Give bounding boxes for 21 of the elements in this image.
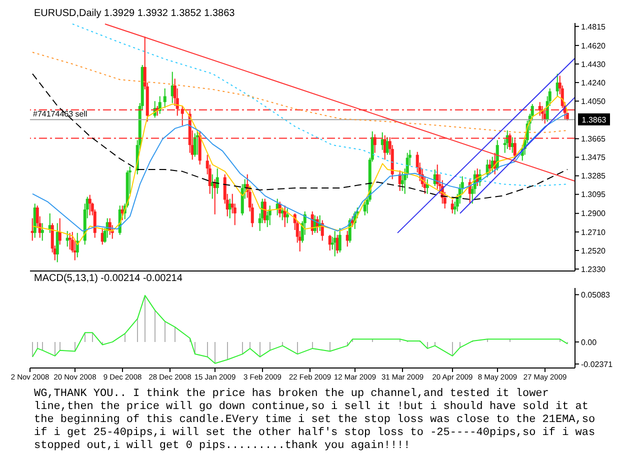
- y-tick-label: 1.4815: [581, 22, 606, 32]
- y-tick-label: 1.4240: [581, 78, 606, 88]
- y-tick-label: 1.4050: [581, 96, 606, 106]
- y-tick-label: 1.2710: [581, 228, 606, 237]
- y-tick-label: 1.3475: [581, 153, 606, 162]
- y-tick-label: 1.3095: [581, 190, 606, 200]
- y-tick-label: 1.4620: [581, 41, 606, 50]
- text: WG,THANK YOU.. I think the price has broken the up channel,and tested it lower line,then the price will go down continue,so i sell it !but i should have sold it at the beginning of this candle.EVery time i set the stop loss was close to the 21EMA,so if i get 25-40pips,i will set the other half's stop loss to -25----40pips,so if i was stopped out,i will get 0 pips.........thank you again!!!!: [33, 387, 596, 453]
- y-tick-label: 1.2330: [581, 264, 606, 274]
- chart-title: EURUSD,Daily 1.3929 1.3932 1.3852 1.3863: [33, 8, 236, 21]
- y-tick-label: 1.3665: [581, 134, 606, 144]
- y-tick-label: 1.2520: [581, 246, 606, 256]
- chart-title: MACD(5,13,1) -0.00214 -0.00214: [33, 273, 184, 286]
- y-tick-label: 1.4430: [581, 60, 606, 69]
- annotation: 1.3863: [582, 115, 607, 124]
- y-tick-label: -0.02371: [581, 360, 614, 369]
- y-tick-label: 0.05083: [581, 290, 610, 300]
- y-tick-label: 0.00: [581, 338, 598, 347]
- y-tick-label: 1.2900: [581, 209, 606, 218]
- y-tick-label: 1.3285: [581, 172, 606, 181]
- ref-line-label: #74174463 sell: [33, 110, 88, 119]
